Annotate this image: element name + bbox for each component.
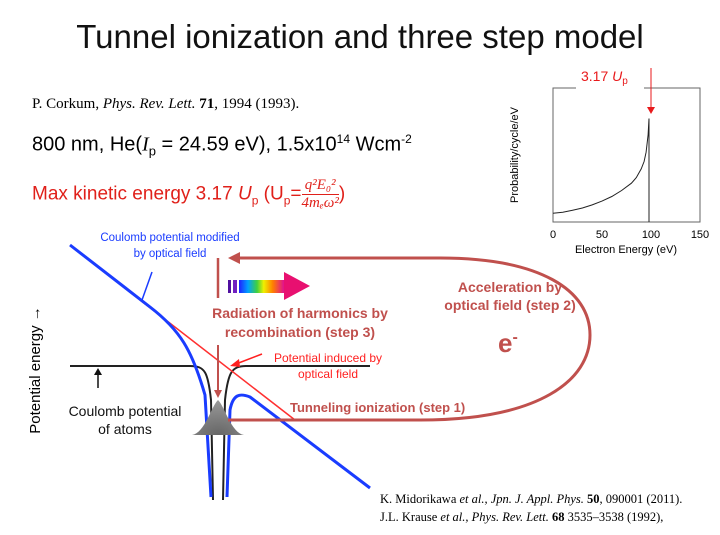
mke-close: ) [338,183,346,205]
electron-trajectory-arrow [228,256,592,422]
label-acceleration: Acceleration by optical field (step 2) [444,279,575,313]
mke-numerator: q²E₀² [301,177,339,195]
ref-pages: , 1994 (1993). [214,96,300,112]
three-step-diagram: Potential energy → Coulomb potential mod… [27,232,592,501]
label-coulomb: Coulomb potential of atoms [69,403,182,437]
modified-potential-curve [69,243,371,498]
red-pointer-head [230,359,240,367]
x-tick-label: 150 [691,229,709,241]
mke-text: Max kinetic energy 3.17 [32,183,238,205]
label-radiation: Radiation of harmonics by recombination (… [212,305,388,340]
citation-krause: J.L. Krause et al., Phys. Rev. Lett. 68 … [380,510,664,524]
annotation-bg [576,80,644,94]
annotation-label: 3.17 Up [581,68,628,87]
cond-ip: I [142,133,149,156]
mke-denominator: 4mₑω² [301,195,339,211]
wavepacket [192,400,244,435]
ref-volume: 71 [195,96,215,112]
label-tunneling: Tunneling ionization (step 1) [290,400,465,415]
red-pointer [235,353,263,365]
mke-open: (U [258,183,284,205]
chart-frame [552,87,701,223]
harmonic-spectrum-arrow [228,272,310,300]
cond-ip-sub: p [148,143,156,159]
trajectory-arrowhead [228,252,240,264]
mke-u-sub: p [251,193,259,208]
blue-pointer [141,271,153,301]
spectrum-line [552,118,650,222]
cond-unit-exp: -2 [401,132,412,146]
x-tick-label: 0 [550,229,556,241]
cond-wavelength: 800 nm, He( [32,133,143,156]
label-induced: Potential induced by optical field [274,351,382,381]
max-kinetic-energy: Max kinetic energy 3.17 Up (Up= q²E₀² 4mₑω… [32,177,345,212]
citation-midorikawa: K. Midorikawa et al., Jpn. J. Appl. Phys… [380,492,683,506]
mke-sub: p [283,193,291,208]
electron-label: e- [498,328,518,358]
black-arrowhead [94,368,102,375]
mke-eq: = [290,183,302,205]
mke-fraction: q²E₀² 4mₑω² [301,177,339,212]
label-modified: Coulomb potential modified by optical fie… [100,232,239,260]
recombination-arrowhead [214,390,222,398]
slide-title: Tunnel ionization and three step model [76,18,644,55]
x-axis-label: Electron Energy (eV) [575,244,677,256]
electron-spectrum-chart: 05010015010-410-510-6 Electron Energy (e… [509,68,709,256]
laser-conditions: 800 nm, He(Ip = 24.59 eV), 1.5x1014 Wcm-… [32,132,412,159]
ref-authors: P. Corkum, [32,96,103,112]
reference-corkum: P. Corkum, Phys. Rev. Lett. 71, 1994 (19… [32,96,299,113]
cond-exp: 14 [336,132,351,146]
cond-unit: Wcm [350,133,402,156]
ref-journal: Phys. Rev. Lett. [102,96,196,112]
y-axis-label: Probability/cycle/eV [509,106,521,203]
mke-u: U [237,183,252,205]
x-tick-label: 50 [596,229,608,241]
x-tick-label: 100 [642,229,660,241]
cond-ip-value: = 24.59 eV), 1.5x10 [155,133,337,156]
annotation-arrowhead [647,107,655,114]
coulomb-potential-curve [70,365,370,501]
potential-energy-axis-label: Potential energy → [27,306,44,434]
